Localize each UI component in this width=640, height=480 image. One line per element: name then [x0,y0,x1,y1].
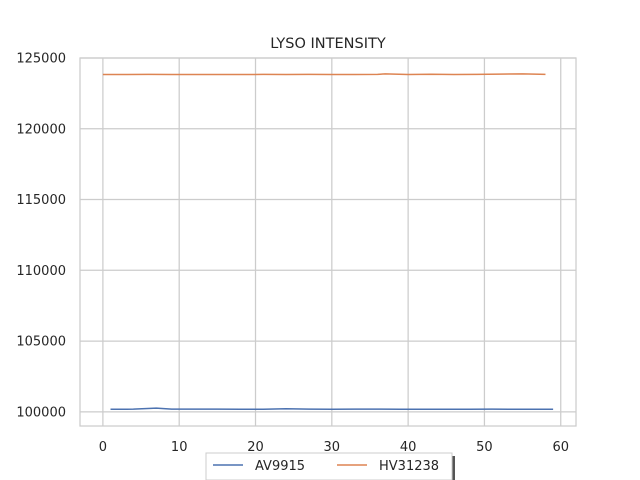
series-line-hv31238 [102,73,546,76]
legend: AV9915 HV31238 [205,452,455,480]
x-tick-label: 0 [99,440,107,455]
series-lines [102,73,554,411]
legend-box [205,452,453,480]
y-tick-label: 120000 [16,122,66,137]
y-tick-label: 100000 [16,405,66,420]
x-tick-label: 10 [171,440,188,455]
x-tick-label: 40 [400,440,417,455]
grid [80,57,576,426]
chart-title: LYSO INTENSITY [270,36,386,52]
x-tick-label: 30 [324,440,341,455]
x-tick-label: 20 [247,440,264,455]
series-line-av9915 [110,407,554,411]
tick-labels: 0 10 20 30 40 50 60 100000 105000 110000 115000 120… [16,52,569,456]
y-tick-label: 125000 [16,52,66,67]
legend-label-av9915: AV9915 [255,459,305,474]
x-tick-label: 60 [552,440,569,455]
legend-label-hv31238: HV31238 [379,459,439,474]
x-tick-label: 50 [476,440,493,455]
plot-area-frame [79,57,577,427]
y-tick-label: 115000 [16,193,66,208]
y-tick-label: 105000 [16,335,66,350]
y-tick-label: 110000 [16,264,66,279]
